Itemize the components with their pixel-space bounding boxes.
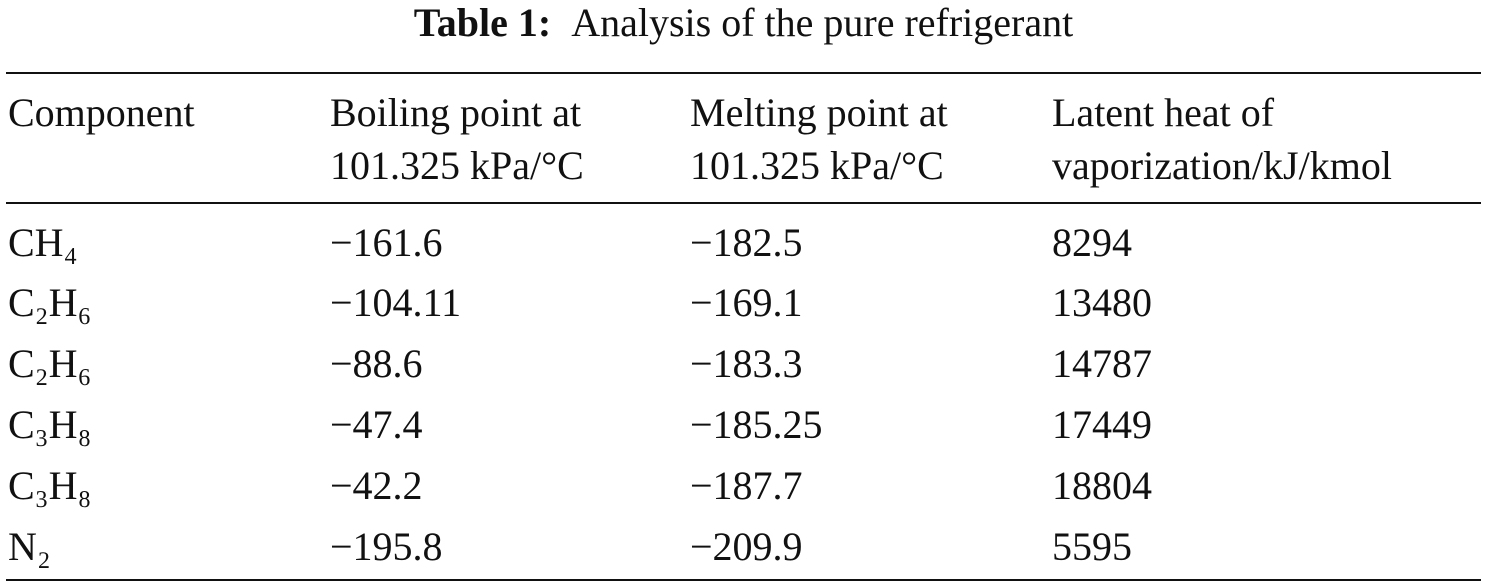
value-cell: −209.9 [690,524,803,569]
value-cell: −183.3 [690,341,803,386]
value-cell: −187.7 [690,463,803,508]
component-cell: C₃H₈ [8,463,92,508]
header-cell: 101.325 kPa/°C [690,143,944,188]
value-cell: 8294 [1052,220,1132,265]
value-cell: −182.5 [690,220,803,265]
value-cell: −161.6 [330,220,443,265]
component-cell: N₂ [8,524,51,569]
mid-rule [6,202,1481,204]
value-cell: −185.25 [690,402,823,447]
value-cell: 13480 [1052,280,1152,325]
component-cell: CH₄ [8,220,78,265]
header-cell: Boiling point at [330,90,582,135]
title-text: Analysis of the pure refrigerant [571,0,1074,45]
value-cell: 17449 [1052,402,1152,447]
header-cell: vaporization/kJ/kmol [1052,143,1392,188]
title-label: Table 1: [413,0,552,45]
header-cell: Latent heat of [1052,90,1275,135]
value-cell: −88.6 [330,341,423,386]
component-cell: C₂H₆ [8,341,92,386]
value-cell: 14787 [1052,341,1152,386]
header-cell: Component [8,90,195,135]
value-cell: −42.2 [330,463,423,508]
table-title: Table 1: Analysis of the pure refrigeran… [0,0,1487,46]
value-cell: −104.11 [330,280,462,325]
value-cell: 5595 [1052,524,1132,569]
component-cell: C₂H₆ [8,280,92,325]
header-cell: 101.325 kPa/°C [330,143,584,188]
value-cell: 18804 [1052,463,1152,508]
component-cell: C₃H₈ [8,402,92,447]
value-cell: −169.1 [690,280,803,325]
value-cell: −47.4 [330,402,423,447]
value-cell: −195.8 [330,524,443,569]
header-cell: Melting point at [690,90,948,135]
top-rule [6,72,1481,74]
bottom-rule [6,579,1481,581]
